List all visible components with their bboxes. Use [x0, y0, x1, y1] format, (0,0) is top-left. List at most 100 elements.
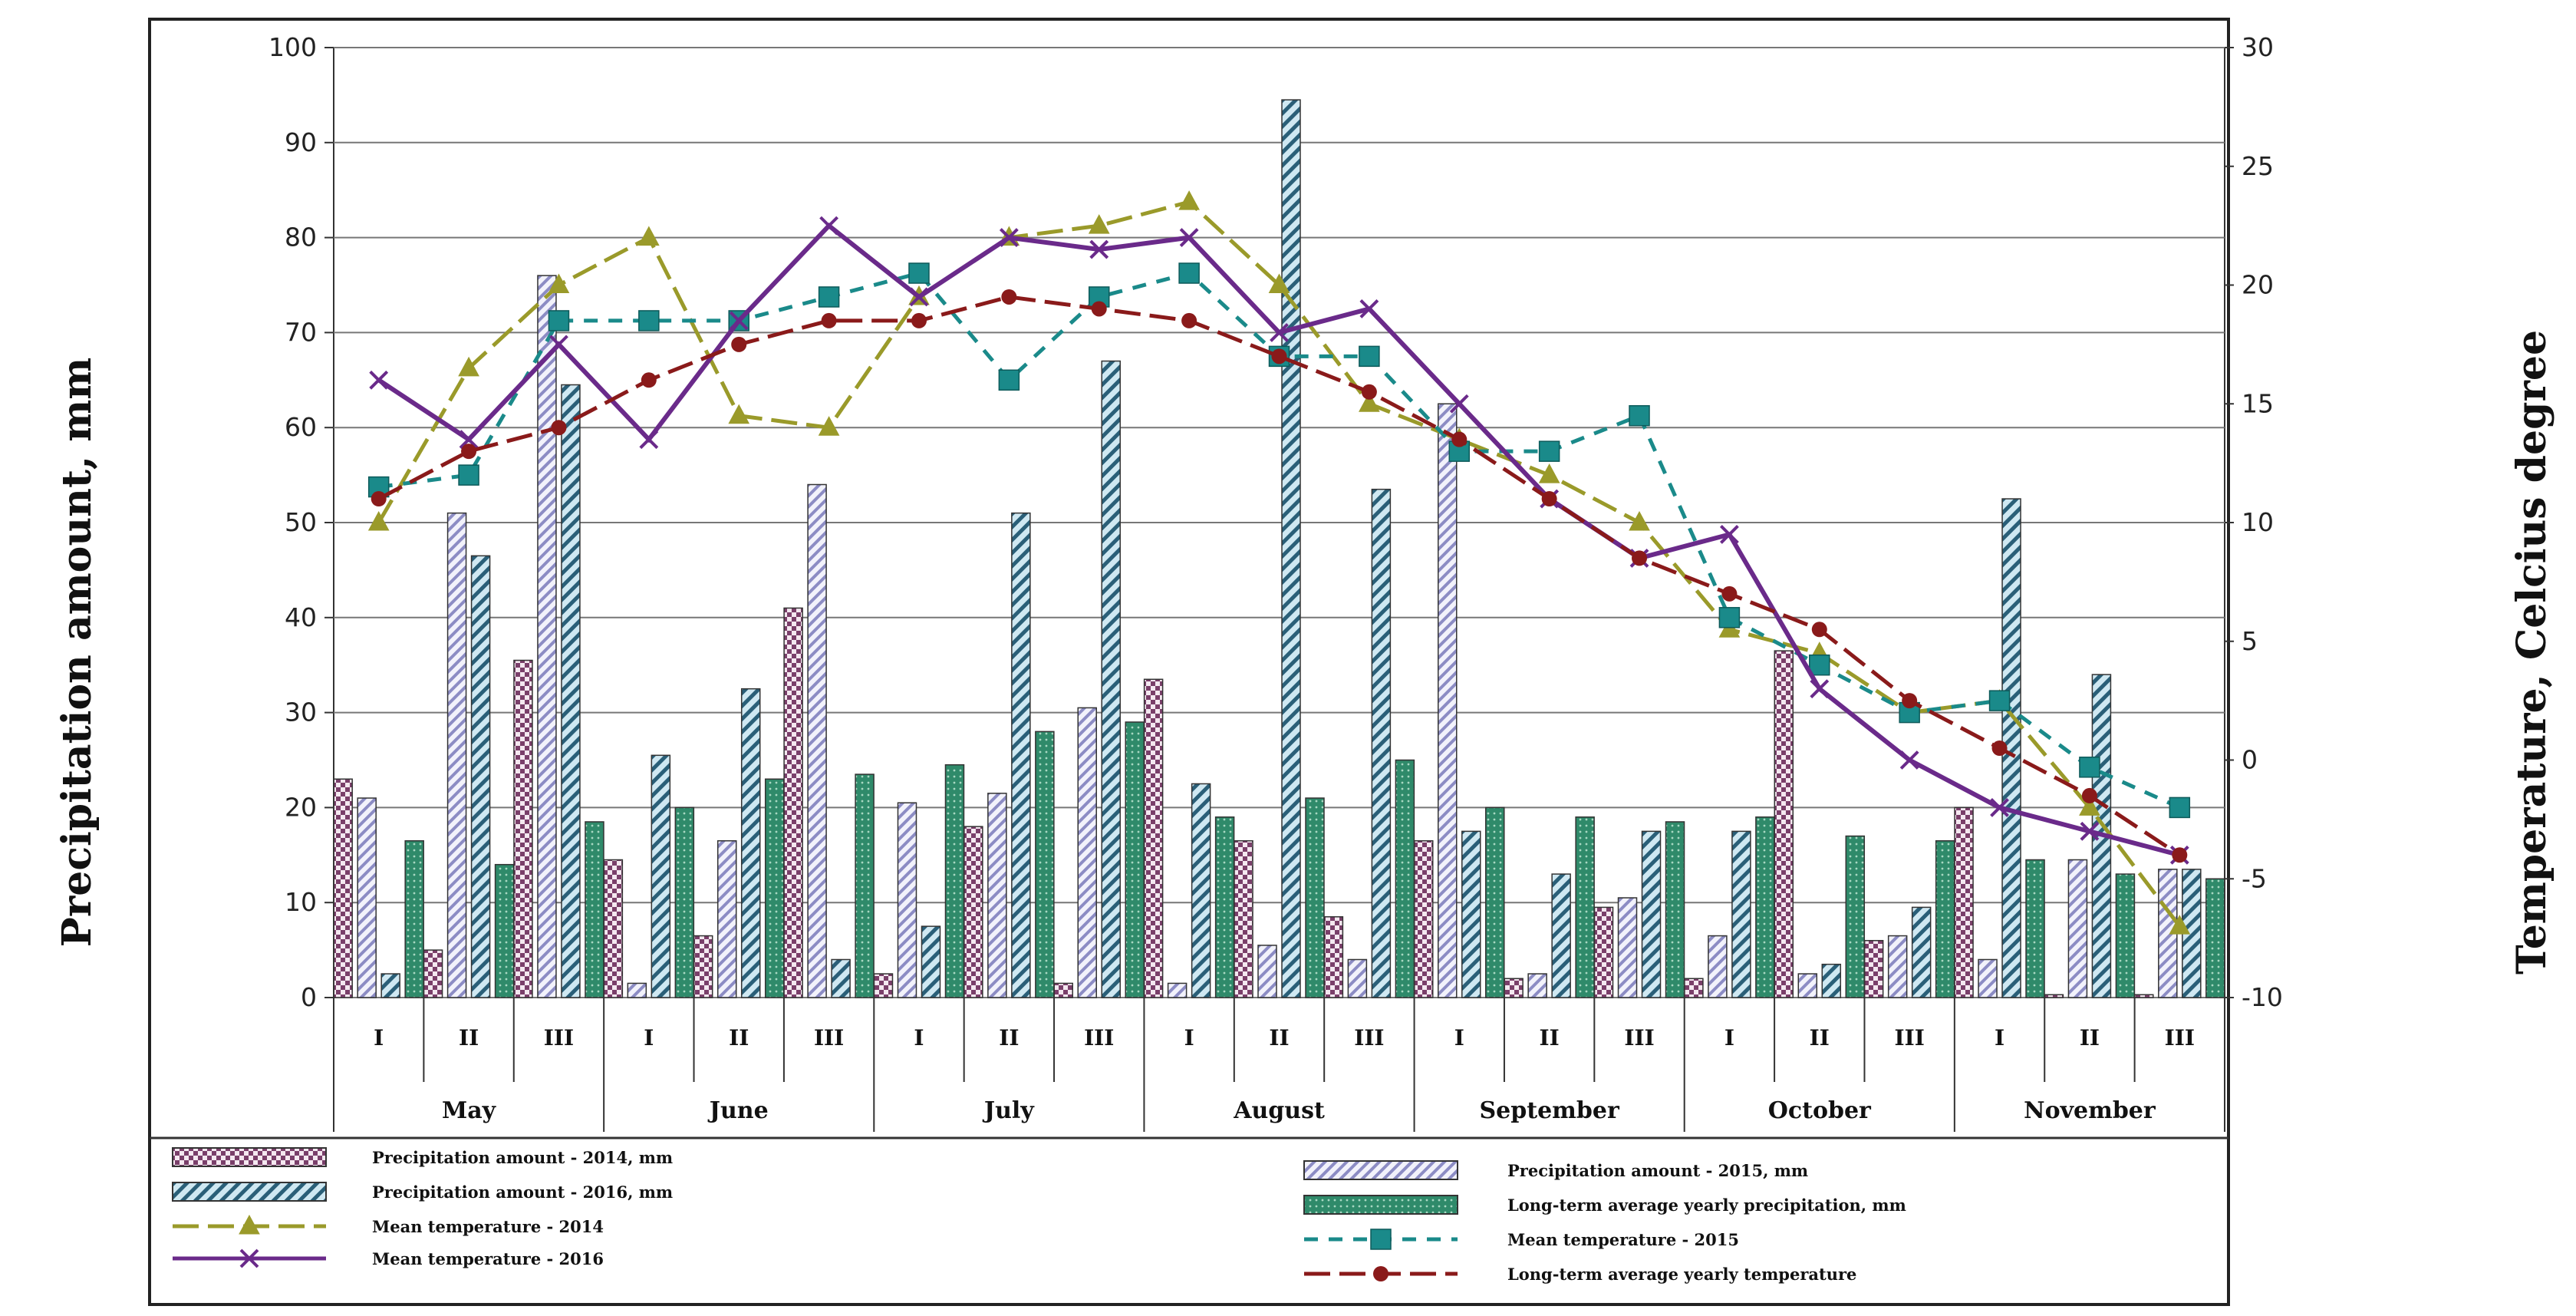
- y-right-tick-label: 5: [2242, 626, 2258, 656]
- line-point-3-stroke: [819, 216, 839, 236]
- line-point-3: [1810, 679, 1830, 699]
- legend-swatch: [1303, 1195, 1458, 1215]
- line-point-4: [1632, 550, 1648, 566]
- y-left-tick-label: 90: [285, 127, 317, 157]
- bar-4: [1305, 797, 1325, 998]
- line-point-4: [821, 312, 837, 328]
- x-decade-label: II: [2080, 1025, 2100, 1050]
- line-point-3-stroke: [2080, 821, 2100, 841]
- bar-1: [1143, 678, 1164, 998]
- line-point-4: [1361, 384, 1377, 400]
- line-series-1: [377, 200, 2182, 928]
- line-point-3: [1270, 322, 1289, 342]
- line-point-3-stroke: [1990, 797, 2009, 817]
- bar-2: [1438, 403, 1458, 998]
- line-point-2: [2079, 757, 2100, 778]
- line-point-4: [1902, 693, 1918, 709]
- x-decade-label: I: [914, 1025, 924, 1050]
- bar-1: [2134, 994, 2154, 998]
- bar-1: [1593, 906, 1614, 998]
- bar-2: [446, 512, 467, 998]
- line-point-4: [1001, 289, 1017, 305]
- bar-4: [1845, 835, 1866, 998]
- legend-marker: [239, 1248, 259, 1268]
- legend-label: Precipitation amount - 2014, mm: [372, 1148, 673, 1167]
- y-right-tick-label: 20: [2242, 270, 2274, 300]
- legend-label: Long-term average yearly temperature: [1507, 1265, 1856, 1284]
- x-decade-label: III: [814, 1025, 844, 1050]
- line-point-3-stroke: [1179, 228, 1199, 248]
- bar-2: [627, 982, 647, 998]
- bar-4: [585, 821, 604, 998]
- bar-4: [2025, 859, 2045, 998]
- bar-2: [716, 839, 737, 998]
- y-left-tick-label: 20: [285, 792, 317, 822]
- y-left-tick-label: 80: [285, 223, 317, 252]
- x-month-label: November: [2024, 1097, 2156, 1124]
- line-point-4: [2172, 847, 2188, 863]
- y-left-tick-label: 70: [285, 317, 317, 347]
- x-decade-label: II: [1810, 1025, 1830, 1050]
- line-point-4: [1991, 740, 2008, 757]
- line-point-2: [1359, 345, 1380, 368]
- line-point-1: [728, 404, 750, 424]
- bar-4: [1214, 816, 1235, 998]
- y-right-tick-label: 25: [2242, 151, 2274, 181]
- line-point-2: [1988, 690, 2011, 711]
- y-right-tick-label: -5: [2242, 863, 2267, 893]
- line-point-1: [1088, 214, 1110, 234]
- line-point-3: [549, 335, 568, 355]
- bar-2: [1527, 973, 1547, 998]
- bar-3: [1011, 512, 1031, 998]
- bar-1: [513, 659, 533, 998]
- line-point-3-stroke: [909, 287, 929, 307]
- x-decade-label: I: [1995, 1025, 2004, 1050]
- line-point-4: [461, 444, 477, 460]
- bar-4: [1755, 816, 1775, 998]
- line-point-3: [369, 370, 389, 390]
- legend-swatch: [172, 1182, 327, 1202]
- line-point-3: [1449, 394, 1469, 414]
- bar-1: [1774, 650, 1794, 998]
- y-left-tick-label: 60: [285, 412, 317, 442]
- bar-3: [380, 973, 400, 998]
- line-point-2: [1629, 404, 1650, 427]
- x-month-label: July: [982, 1097, 1035, 1124]
- legend-label: Mean temperature - 2015: [1507, 1230, 1739, 1249]
- legend-label: Mean temperature - 2014: [372, 1217, 604, 1236]
- bar-3: [1101, 360, 1121, 998]
- line-point-3-stroke: [639, 430, 659, 450]
- legend-swatch: [172, 1147, 327, 1167]
- x-decade-label: III: [2165, 1025, 2195, 1050]
- line-point-4: [911, 312, 927, 328]
- bar-1: [603, 859, 624, 998]
- line-point-2: [1538, 440, 1560, 462]
- bar-2: [1077, 707, 1097, 998]
- x-month-label: August: [1233, 1097, 1325, 1124]
- line-point-1: [1359, 392, 1380, 412]
- bar-4: [494, 863, 515, 998]
- bar-3: [1461, 830, 1481, 998]
- chart-border: [148, 18, 2230, 1306]
- line-point-3: [1179, 228, 1199, 248]
- bar-2: [1708, 935, 1728, 998]
- line-point-3-stroke: [1270, 322, 1289, 342]
- line-point-4: [1811, 622, 1827, 638]
- line-point-4: [1721, 585, 1738, 602]
- line-point-3: [1719, 525, 1739, 544]
- line-point-3: [1089, 239, 1109, 259]
- bar-1: [1414, 839, 1434, 998]
- bar-1: [2044, 994, 2064, 998]
- line-point-4: [1271, 348, 1287, 364]
- bar-1: [1234, 839, 1253, 998]
- y-right-tick-label: 30: [2242, 32, 2274, 62]
- line-point-3: [819, 216, 839, 236]
- line-point-4: [1091, 301, 1107, 317]
- legend-marker-stroke: [239, 1248, 259, 1268]
- bar-2: [897, 802, 917, 998]
- bar-4: [1935, 839, 1955, 998]
- bar-4: [1485, 806, 1505, 998]
- line-point-4: [1541, 491, 1557, 507]
- y-left-tick-label: 100: [268, 32, 317, 62]
